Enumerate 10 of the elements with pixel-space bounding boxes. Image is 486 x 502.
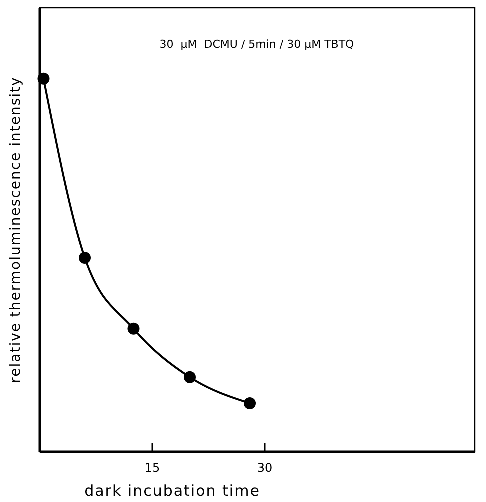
point: [244, 397, 256, 410]
point: [184, 371, 196, 384]
chart-title: 30 µM DCMU / 5min / 30 µM TBTQ: [160, 38, 355, 51]
point: [38, 72, 50, 85]
x-tick-label: 30: [257, 461, 273, 475]
point: [128, 322, 140, 335]
point: [79, 252, 91, 264]
y-axis-title: relative thermoluminescence intensity: [8, 76, 24, 384]
x-tick-label: 15: [144, 461, 160, 475]
x-axis-title: dark incubation time: [84, 482, 260, 500]
